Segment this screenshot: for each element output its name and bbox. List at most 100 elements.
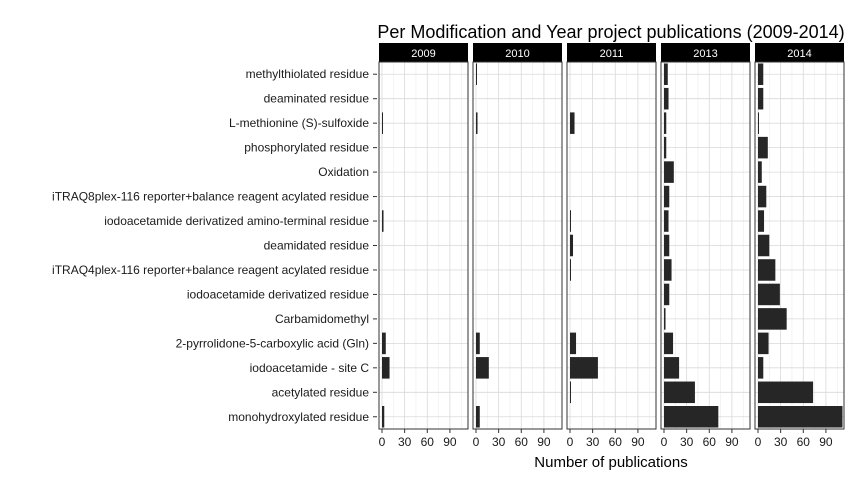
facet-2014: 2014 0 30 60 90 bbox=[754, 43, 845, 449]
category-label: Oxidation bbox=[318, 165, 369, 179]
bar bbox=[664, 357, 680, 379]
bar bbox=[758, 308, 787, 330]
category-label: iTRAQ8plex-116 reporter+balance reagent … bbox=[52, 190, 369, 204]
category-labels: methylthiolated residue deaminated residu… bbox=[52, 67, 377, 424]
x-tick-label: 0 bbox=[567, 435, 574, 449]
x-tick-label: 30 bbox=[680, 435, 694, 449]
x-tick-label: 90 bbox=[537, 435, 551, 449]
bar bbox=[570, 332, 577, 355]
bar bbox=[664, 283, 670, 306]
facet-strip bbox=[567, 43, 656, 62]
bar bbox=[664, 185, 670, 208]
facet-label: 2013 bbox=[693, 48, 717, 60]
bar bbox=[570, 259, 571, 281]
bar bbox=[570, 234, 574, 257]
bar bbox=[664, 63, 668, 85]
x-tick-label: 0 bbox=[473, 435, 480, 449]
bar bbox=[758, 210, 765, 232]
bar bbox=[476, 357, 489, 379]
facet-strip bbox=[755, 43, 844, 62]
panel-border bbox=[378, 61, 469, 430]
bar bbox=[664, 381, 695, 404]
facet-2013: 2013 0 30 60 90 bbox=[660, 43, 751, 449]
x-tick-label: 60 bbox=[421, 435, 435, 449]
bar bbox=[570, 210, 571, 232]
x-axis-title: Number of publications bbox=[534, 454, 687, 471]
bar bbox=[664, 308, 666, 330]
bar bbox=[758, 259, 776, 281]
bar bbox=[476, 112, 478, 134]
bar bbox=[758, 87, 764, 110]
bar bbox=[758, 185, 767, 208]
bar bbox=[664, 406, 719, 428]
bar bbox=[570, 112, 575, 134]
facet-2011: 2011 0 30 60 90 bbox=[566, 43, 657, 449]
facet-strip bbox=[473, 43, 562, 62]
x-tick-label: 90 bbox=[725, 435, 739, 449]
bar bbox=[382, 210, 384, 232]
bar bbox=[476, 63, 477, 85]
bar bbox=[758, 136, 768, 159]
bar bbox=[758, 283, 780, 306]
category-label: phosphorylated residue bbox=[244, 141, 369, 155]
category-label: methylthiolated residue bbox=[246, 67, 370, 81]
bar bbox=[664, 87, 669, 110]
facet-strip bbox=[379, 43, 468, 62]
x-tick-label: 60 bbox=[609, 435, 623, 449]
x-tick-label: 30 bbox=[492, 435, 506, 449]
bar bbox=[664, 161, 674, 183]
x-tick-label: 0 bbox=[379, 435, 386, 449]
x-tick-label: 30 bbox=[774, 435, 788, 449]
category-label: monohydroxylated residue bbox=[228, 410, 369, 424]
facet-2010: 2010 0 30 60 90 bbox=[472, 43, 563, 449]
bar bbox=[382, 332, 386, 355]
bar bbox=[570, 381, 571, 404]
category-label: Carbamidomethyl bbox=[275, 312, 369, 326]
x-tick-label: 90 bbox=[819, 435, 833, 449]
x-tick-label: 30 bbox=[586, 435, 600, 449]
bar bbox=[382, 406, 385, 428]
bar bbox=[664, 259, 672, 281]
category-label: iodoacetamide derivatized amino-terminal… bbox=[104, 214, 369, 228]
bar bbox=[664, 234, 670, 257]
bar bbox=[664, 112, 667, 134]
bar bbox=[758, 234, 770, 257]
bar bbox=[758, 332, 769, 355]
bar bbox=[758, 406, 843, 428]
category-label: iTRAQ4plex-116 reporter+balance reagent … bbox=[52, 263, 369, 277]
x-tick-label: 0 bbox=[755, 435, 762, 449]
category-label: L-methionine (S)-sulfoxide bbox=[229, 116, 369, 130]
category-label: iodoacetamide derivatized residue bbox=[187, 287, 369, 301]
facet-2009: 2009 0 30 60 90 bbox=[378, 43, 469, 449]
x-tick-label: 60 bbox=[515, 435, 529, 449]
facet-label: 2011 bbox=[600, 48, 624, 60]
bar bbox=[758, 112, 759, 134]
bar bbox=[664, 210, 669, 232]
category-label: iodoacetamide - site C bbox=[250, 361, 370, 375]
x-tick-label: 30 bbox=[398, 435, 412, 449]
panel-border bbox=[660, 61, 751, 430]
bar bbox=[382, 112, 383, 134]
bar bbox=[476, 332, 480, 355]
x-tick-label: 60 bbox=[797, 435, 811, 449]
category-label: deaminated residue bbox=[264, 92, 370, 106]
x-tick-label: 0 bbox=[661, 435, 668, 449]
category-label: 2-pyrrolidone-5-carboxylic acid (Gln) bbox=[176, 336, 369, 350]
bar bbox=[570, 357, 598, 379]
bar bbox=[382, 357, 390, 379]
x-tick-label: 90 bbox=[631, 435, 645, 449]
bar bbox=[758, 381, 814, 404]
bar bbox=[476, 406, 480, 428]
facet-label: 2010 bbox=[505, 48, 529, 60]
facet-label: 2014 bbox=[787, 48, 811, 60]
panel-border bbox=[754, 61, 845, 430]
chart-title: Per Modification and Year project public… bbox=[377, 22, 844, 42]
x-tick-label: 90 bbox=[443, 435, 457, 449]
bar bbox=[758, 161, 762, 183]
facet-strip bbox=[661, 43, 750, 62]
panel-border bbox=[566, 61, 657, 430]
bar bbox=[758, 63, 764, 85]
category-label: acetylated residue bbox=[272, 385, 370, 399]
bar bbox=[758, 357, 764, 379]
